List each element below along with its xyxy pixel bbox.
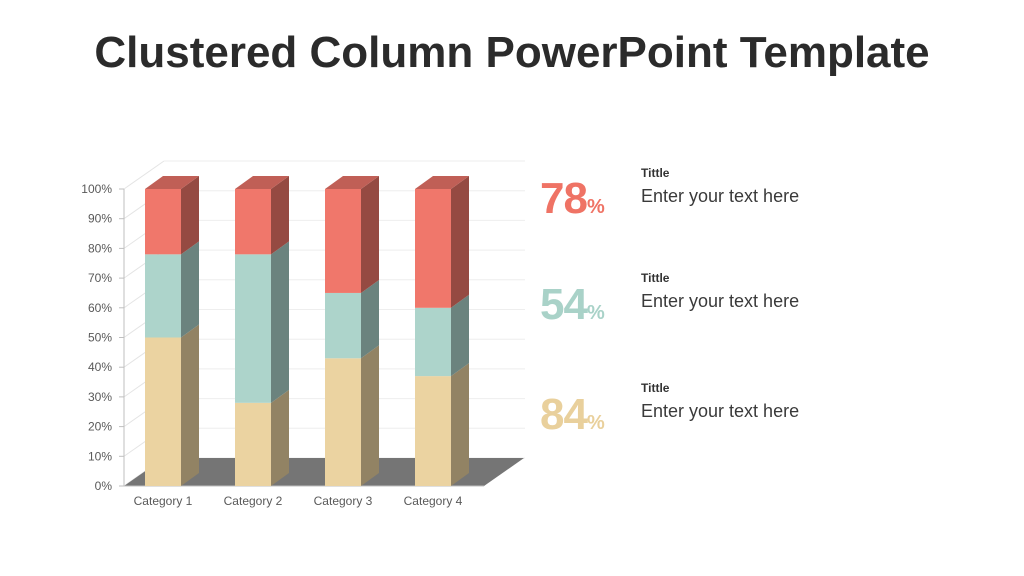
bar-segment <box>235 402 271 486</box>
stat-value-1: 78% <box>540 174 620 224</box>
y-tick-label: 90% <box>88 212 112 226</box>
y-tick-label: 50% <box>88 331 112 345</box>
bar-segment-side <box>451 176 469 308</box>
stat-unit: % <box>586 412 605 434</box>
stat-value-3: 84% <box>540 390 620 440</box>
info-text: Enter your text here <box>641 401 800 421</box>
bar-top <box>235 176 289 189</box>
y-tick-label: 80% <box>88 241 112 255</box>
bar-segment-side <box>271 241 289 403</box>
info-text: Enter your text here <box>641 186 800 206</box>
bar-segment <box>415 376 451 486</box>
x-tick-label: Category 2 <box>224 494 283 508</box>
bar-segment <box>235 189 271 255</box>
info-heading: Tittle <box>641 166 670 180</box>
bar-segment <box>325 189 361 293</box>
bar-segment <box>145 337 181 486</box>
stat-number: 78 <box>540 174 588 223</box>
bar-segment-side <box>451 294 469 377</box>
info-heading: Tittle <box>641 271 670 285</box>
stat-unit: % <box>586 196 605 218</box>
bar-segment <box>415 307 451 377</box>
bar-segment <box>415 189 451 308</box>
info-block-2: Tittle Enter your text here <box>641 271 941 312</box>
stat-value-2: 54% <box>540 280 620 330</box>
y-tick-label: 40% <box>88 360 112 374</box>
info-block-3: Tittle Enter your text here <box>641 381 941 422</box>
x-tick-label: Category 3 <box>314 494 373 508</box>
slide-title: Clustered Column PowerPoint Template <box>94 28 930 77</box>
bar-segment-side <box>271 389 289 486</box>
bar-top <box>145 176 199 189</box>
stat-number: 54 <box>540 280 588 329</box>
bar-segment <box>145 254 181 338</box>
bar-segment <box>235 254 271 403</box>
y-tick-label: 70% <box>88 271 112 285</box>
stat-number: 84 <box>540 390 588 439</box>
bar-segment <box>325 292 361 359</box>
bar-segment-side <box>181 176 199 255</box>
y-tick-label: 60% <box>88 301 112 315</box>
gridline-diagonal <box>123 160 165 190</box>
bar-segment-side <box>181 241 199 338</box>
bar-top <box>415 176 469 189</box>
y-tick-label: 0% <box>95 479 113 493</box>
info-block-1: Tittle Enter your text here <box>641 166 941 207</box>
bar-segment <box>325 358 361 486</box>
chart-labels: 0% 10% 20% 30% 40% 50% 60% 70% 80% 90% 100% Categor… <box>81 182 462 508</box>
bar-segment <box>145 189 181 255</box>
bar-segment-side <box>361 279 379 359</box>
y-tick-label: 100% <box>81 182 112 196</box>
y-tick-label: 20% <box>88 420 112 434</box>
bar-segment-side <box>361 345 379 486</box>
bar-segment-side <box>361 176 379 293</box>
x-tick-label: Category 4 <box>404 494 463 508</box>
info-text: Enter your text here <box>641 291 800 311</box>
info-heading: Tittle <box>641 381 670 395</box>
chart-bars <box>145 176 469 486</box>
stat-unit: % <box>586 302 605 324</box>
bar-segment-side <box>181 324 199 486</box>
y-tick-label: 10% <box>88 449 112 463</box>
y-tick-label: 30% <box>88 390 112 404</box>
bar-segment-side <box>451 363 469 486</box>
bar-segment-side <box>271 176 289 255</box>
bar-top <box>325 176 379 189</box>
x-tick-label: Category 1 <box>134 494 193 508</box>
